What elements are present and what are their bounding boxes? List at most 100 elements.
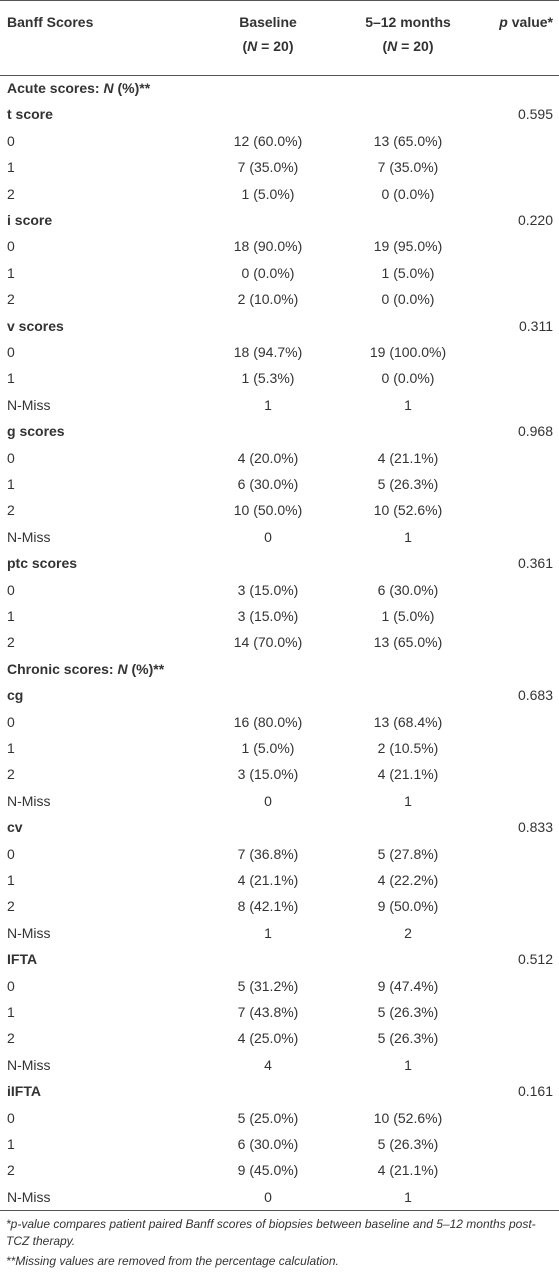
row-label: 1 bbox=[7, 264, 15, 281]
row-label: 1 bbox=[7, 159, 15, 176]
baseline-cell: 16 (80.0%) bbox=[233, 713, 303, 730]
followup-cell: 1 bbox=[404, 1188, 412, 1205]
row-label: 0 bbox=[7, 1109, 15, 1126]
baseline-cell: 14 (70.0%) bbox=[233, 634, 303, 651]
row-label: 1 bbox=[7, 1004, 15, 1020]
row-label: 0 bbox=[7, 344, 15, 360]
group-label: t score bbox=[7, 106, 53, 123]
followup-cell: 0 (0.0%) bbox=[381, 185, 435, 202]
row-label: 1 bbox=[7, 740, 15, 756]
followup-cell: 5 (26.3%) bbox=[377, 1004, 439, 1020]
followup-cell: 5 (27.8%) bbox=[377, 845, 439, 862]
baseline-cell: 2 (10.0%) bbox=[237, 291, 299, 308]
followup-cell: 4 (21.1%) bbox=[377, 449, 439, 466]
baseline-cell: 10 (50.0%) bbox=[233, 502, 303, 519]
baseline-cell: 4 (21.1%) bbox=[237, 872, 299, 888]
followup-cell: 10 (52.6%) bbox=[373, 502, 443, 519]
text-segment: value* bbox=[507, 14, 553, 30]
row-label: N-Miss bbox=[7, 924, 51, 941]
followup-cell: 1 (5.0%) bbox=[381, 264, 435, 281]
followup-cell: 19 (95.0%) bbox=[373, 238, 443, 255]
baseline-cell: 5 (25.0%) bbox=[237, 1109, 299, 1126]
header-followup: 5–12 months bbox=[365, 14, 451, 30]
followup-cell: 1 bbox=[404, 528, 412, 545]
footnote: **Missing values are removed from the pe… bbox=[6, 1254, 339, 1269]
followup-cell: 1 (5.0%) bbox=[381, 608, 435, 624]
row-label: 2 bbox=[7, 502, 15, 519]
p-value: 0.833 bbox=[517, 819, 553, 836]
row-label: N-Miss bbox=[7, 528, 51, 545]
p-value: 0.220 bbox=[517, 212, 553, 228]
row-label: 0 bbox=[7, 977, 15, 994]
followup-cell: 0 (0.0%) bbox=[381, 370, 435, 387]
header-baseline-n: (N = 20) bbox=[200, 37, 336, 55]
text-segment: N bbox=[387, 38, 398, 54]
text-segment: = 20) bbox=[257, 38, 294, 54]
baseline-cell: 9 (45.0%) bbox=[237, 1162, 299, 1179]
followup-cell: 9 (47.4%) bbox=[377, 977, 439, 994]
baseline-cell: 3 (15.0%) bbox=[237, 581, 299, 598]
section-label: Acute scores: N (%)** bbox=[7, 79, 150, 97]
baseline-cell: 5 (31.2%) bbox=[237, 977, 299, 994]
row-label: N-Miss bbox=[7, 396, 51, 413]
baseline-cell: 1 bbox=[264, 924, 272, 941]
row-label: 0 bbox=[7, 713, 15, 730]
baseline-cell: 12 (60.0%) bbox=[233, 132, 303, 149]
group-label: ptc scores bbox=[7, 555, 78, 572]
group-label: i score bbox=[7, 212, 53, 228]
text-segment: N bbox=[117, 660, 128, 677]
text-segment: ( bbox=[382, 38, 388, 54]
row-label: 0 bbox=[7, 449, 15, 466]
row-label: N-Miss bbox=[7, 1056, 51, 1073]
p-value: 0.311 bbox=[519, 317, 553, 334]
followup-cell: 13 (65.0%) bbox=[373, 132, 443, 149]
followup-cell: 2 (10.5%) bbox=[377, 740, 439, 756]
row-label: 2 bbox=[7, 185, 15, 202]
followup-cell: 1 bbox=[404, 1056, 412, 1073]
baseline-cell: 4 (20.0%) bbox=[237, 449, 299, 466]
group-label: cg bbox=[7, 687, 24, 704]
baseline-cell: 1 (5.0%) bbox=[241, 740, 295, 756]
text-segment: N bbox=[103, 80, 114, 96]
p-value: 0.361 bbox=[517, 555, 553, 572]
p-value: 0.512 bbox=[517, 951, 553, 968]
text-segment: N bbox=[247, 38, 258, 54]
baseline-cell: 0 bbox=[264, 528, 272, 545]
baseline-cell: 1 (5.0%) bbox=[241, 185, 295, 202]
row-label: 0 bbox=[7, 132, 15, 149]
p-value: 0.161 bbox=[517, 1083, 553, 1100]
group-label: g scores bbox=[7, 423, 65, 440]
row-label: N-Miss bbox=[7, 1188, 51, 1205]
followup-cell: 5 (26.3%) bbox=[377, 1030, 439, 1047]
baseline-cell: 4 (25.0%) bbox=[237, 1030, 299, 1047]
section-label: Chronic scores: N (%)** bbox=[7, 660, 164, 678]
row-label: 2 bbox=[7, 291, 15, 308]
followup-cell: 5 (26.3%) bbox=[377, 476, 439, 492]
header-label: Banff Scores bbox=[7, 14, 94, 30]
followup-cell: 7 (35.0%) bbox=[377, 159, 439, 176]
row-label: 1 bbox=[7, 476, 15, 492]
row-label: 2 bbox=[7, 1162, 15, 1179]
baseline-cell: 8 (42.1%) bbox=[237, 898, 299, 915]
followup-cell: 9 (50.0%) bbox=[377, 898, 439, 915]
followup-cell: 10 (52.6%) bbox=[373, 1109, 443, 1126]
followup-cell: 0 (0.0%) bbox=[381, 291, 435, 308]
text-segment: = 20) bbox=[397, 38, 434, 54]
p-value: 0.968 bbox=[517, 423, 553, 440]
row-label: 1 bbox=[7, 1136, 15, 1152]
followup-cell: 1 bbox=[404, 396, 412, 413]
group-label: cv bbox=[7, 819, 23, 836]
footnote: *p-value compares patient paired Banff s… bbox=[6, 1217, 536, 1249]
header-baseline: Baseline bbox=[239, 14, 297, 30]
followup-cell: 1 bbox=[404, 792, 412, 809]
baseline-cell: 6 (30.0%) bbox=[237, 1136, 299, 1152]
followup-cell: 2 bbox=[404, 924, 412, 941]
row-label: 0 bbox=[7, 581, 15, 598]
baseline-cell: 3 (15.0%) bbox=[237, 608, 299, 624]
row-label: 2 bbox=[7, 898, 15, 915]
followup-cell: 5 (26.3%) bbox=[377, 1136, 439, 1152]
followup-cell: 6 (30.0%) bbox=[377, 581, 439, 598]
row-label: 0 bbox=[7, 238, 15, 255]
followup-cell: 13 (68.4%) bbox=[373, 713, 443, 730]
